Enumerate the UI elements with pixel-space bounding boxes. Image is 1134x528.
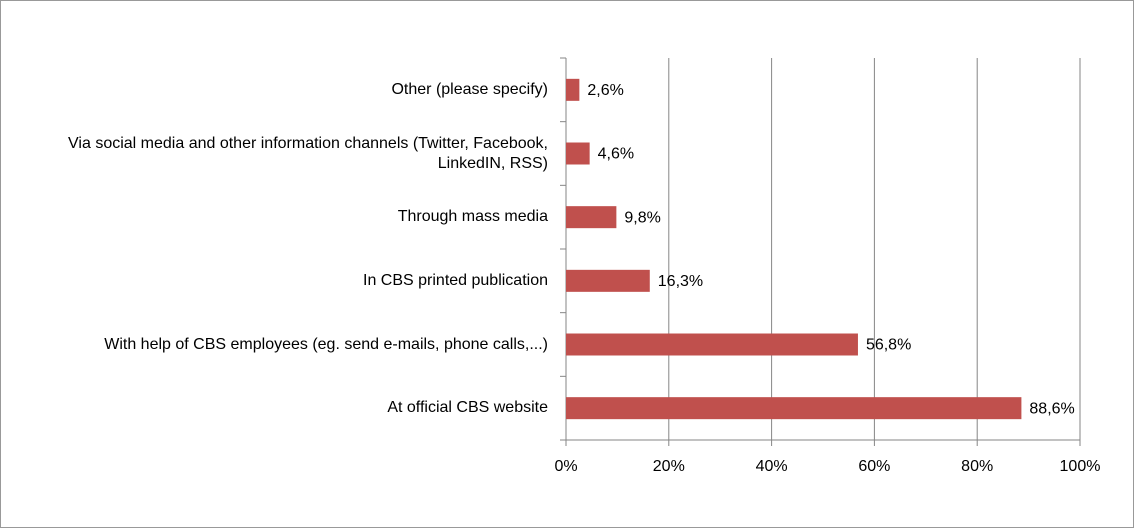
bar (566, 333, 858, 356)
y-tick-label: Through mass media (397, 208, 548, 226)
bar (566, 269, 650, 292)
data-label: 16,3% (658, 273, 703, 290)
x-tick-label: 60% (858, 458, 890, 475)
y-tick-label: Via social media and other information c… (68, 134, 548, 172)
data-label: 56,8% (866, 337, 911, 354)
x-tick-label: 40% (756, 458, 788, 475)
x-tick-label: 0% (554, 458, 577, 475)
x-tick-label: 100% (1060, 458, 1101, 475)
x-tick-label: 80% (961, 458, 993, 475)
data-label: 2,6% (587, 82, 623, 99)
bar (566, 206, 617, 229)
y-tick-label: At official CBS website (387, 399, 548, 417)
bar (566, 142, 590, 165)
data-label: 4,6% (598, 146, 634, 163)
y-tick-label: With help of CBS employees (eg. send e-m… (104, 335, 548, 353)
data-label: 9,8% (624, 209, 660, 226)
bar (566, 397, 1022, 420)
y-tick-label: Other (please specify) (391, 80, 548, 98)
data-label: 88,6% (1029, 400, 1074, 417)
bar (566, 78, 580, 101)
x-tick-label: 20% (653, 458, 685, 475)
y-tick-label: In CBS printed publication (363, 271, 548, 289)
